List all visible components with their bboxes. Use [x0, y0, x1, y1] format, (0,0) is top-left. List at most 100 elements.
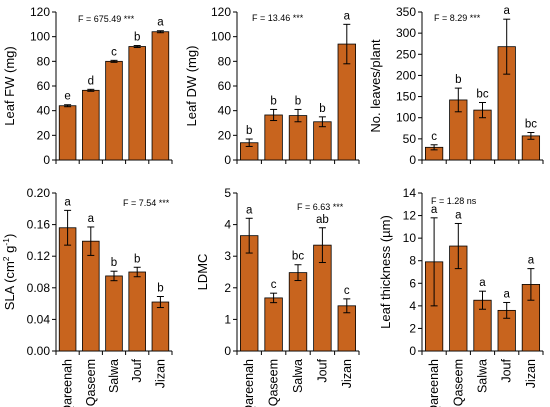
significance-letter: a: [88, 213, 95, 225]
significance-letter: e: [64, 91, 70, 103]
bar-qaseem: [264, 297, 283, 352]
bar-jouf: [313, 121, 332, 161]
y-tick-label: 0.08: [27, 281, 51, 295]
significance-letter: a: [503, 5, 510, 17]
y-tick-label: 3: [224, 249, 231, 263]
y-tick-label: 10: [403, 231, 417, 245]
significance-letter: a: [344, 10, 351, 22]
bar-qaseem: [264, 114, 283, 161]
significance-letter: c: [111, 46, 117, 58]
y-tick-label: 0: [224, 344, 231, 358]
significance-letter: a: [528, 255, 535, 267]
category-label: Salwa: [476, 359, 490, 393]
bar-qaseem: [82, 89, 100, 161]
y-tick-label: 4: [224, 218, 231, 232]
y-axis-title: SLA (cm2 g-1): [1, 234, 17, 311]
stat-annotation: F = 675.49 ***: [78, 14, 135, 24]
y-tick-label: 0.00: [27, 344, 51, 358]
significance-letter: a: [157, 17, 164, 29]
significance-letter: b: [157, 282, 163, 294]
y-tick-label: 0: [43, 153, 50, 167]
y-tick-label: 8: [409, 254, 416, 268]
bar-salwa: [105, 60, 123, 161]
significance-letter: bc: [525, 119, 537, 131]
y-tick-label: 120: [30, 5, 50, 19]
y-tick-label: 150: [396, 90, 416, 104]
bar-jouf: [128, 46, 146, 161]
y-tick-label: 350: [396, 5, 416, 19]
category-label: Jizan: [524, 359, 538, 388]
bar-salwa: [105, 275, 123, 352]
y-tick-label: 200: [396, 68, 416, 82]
y-tick-label: 6: [409, 276, 416, 290]
chart-panel-2: 0 20 40 60 80 100 120 b b b b a F = 13.46 *** Leaf DW…: [184, 5, 360, 167]
y-tick-label: 40: [218, 104, 232, 118]
y-tick-label: 300: [396, 26, 416, 40]
bar-salwa: [288, 272, 308, 352]
y-tick-label: 0: [409, 344, 416, 358]
y-tick-label: 5: [224, 186, 231, 200]
label-part: SLA (cm: [2, 261, 17, 310]
y-axis-title: Leaf FW (mg): [2, 46, 17, 125]
category-label: Jizan: [153, 359, 167, 388]
y-axis-title: Leaf DW (mg): [184, 46, 199, 127]
label-part: g: [2, 246, 17, 257]
superscript: -1: [1, 238, 11, 246]
significance-letter: d: [88, 75, 94, 87]
y-tick-label: 50: [403, 132, 417, 146]
category-label: Salwa: [291, 359, 305, 393]
category-label: Qaseem: [451, 359, 465, 406]
category-label: Qareenah: [61, 359, 75, 407]
category-label: Qareenah: [242, 359, 256, 407]
chart-panel-6: 0 2 4 6 8 10 12 14 a Qareenah a Qaseem a Salwa a Jouf a J…: [378, 186, 544, 407]
y-tick-label: 0.12: [27, 249, 51, 263]
significance-letter: a: [64, 196, 71, 208]
significance-letter: c: [344, 285, 350, 297]
y-tick-label: 2: [224, 281, 231, 295]
bar-qareenah: [58, 105, 77, 161]
y-tick-label: 20: [37, 128, 51, 142]
significance-letter: b: [134, 253, 140, 265]
y-tick-label: 0.20: [27, 186, 51, 200]
stat-annotation: F = 7.54 ***: [123, 198, 170, 208]
y-tick-label: 14: [403, 186, 417, 200]
y-tick-label: 80: [37, 54, 51, 68]
chart-panel-4: 0.00 0.04 0.08 0.12 0.16 0.20 a Qareenah a Qaseem…: [1, 186, 173, 407]
category-label: Qaseem: [267, 359, 281, 406]
y-tick-label: 100: [396, 111, 416, 125]
y-tick-label: 100: [30, 30, 50, 44]
label-part: ): [2, 234, 17, 238]
significance-letter: a: [479, 277, 486, 289]
bar-qaseem: [82, 240, 100, 352]
significance-letter: ab: [316, 214, 329, 226]
category-label: Salwa: [107, 359, 121, 393]
category-label: Jizan: [340, 359, 354, 388]
category-label: Jouf: [315, 358, 329, 382]
bar-jouf: [128, 271, 146, 352]
category-label: Jouf: [130, 358, 144, 382]
category-label: Jouf: [500, 358, 514, 382]
y-tick-label: 100: [211, 30, 231, 44]
significance-letter: a: [246, 204, 253, 216]
category-label: Qaseem: [84, 359, 98, 406]
bar-qareenah: [58, 227, 77, 352]
significance-letter: b: [246, 125, 252, 137]
y-tick-label: 80: [218, 54, 232, 68]
chart-panel-5: 0 1 2 3 4 5 a Qareenah c Qaseem bc Salwa ab Jouf c Jiza…: [195, 186, 360, 407]
bar-jizan: [151, 301, 170, 352]
y-axis-title: No. leaves/plant: [368, 39, 383, 133]
superscript: 2: [1, 256, 11, 261]
chart-panel-1: 0 20 40 60 80 100 120 e d c b a F = 675.49 *** Leaf F…: [2, 5, 173, 167]
significance-letter: b: [134, 32, 140, 44]
y-tick-label: 60: [37, 79, 51, 93]
y-tick-label: 0.16: [27, 218, 51, 232]
stat-annotation: F = 1.28 ns: [431, 196, 477, 206]
stat-annotation: F = 6.63 ***: [297, 202, 344, 212]
y-tick-label: 120: [211, 5, 231, 19]
stat-annotation: F = 8.29 ***: [434, 13, 481, 23]
y-axis-title: Leaf thickness (µm): [378, 215, 393, 329]
y-tick-label: 0: [409, 153, 416, 167]
significance-letter: b: [455, 74, 461, 86]
significance-letter: a: [431, 204, 438, 216]
